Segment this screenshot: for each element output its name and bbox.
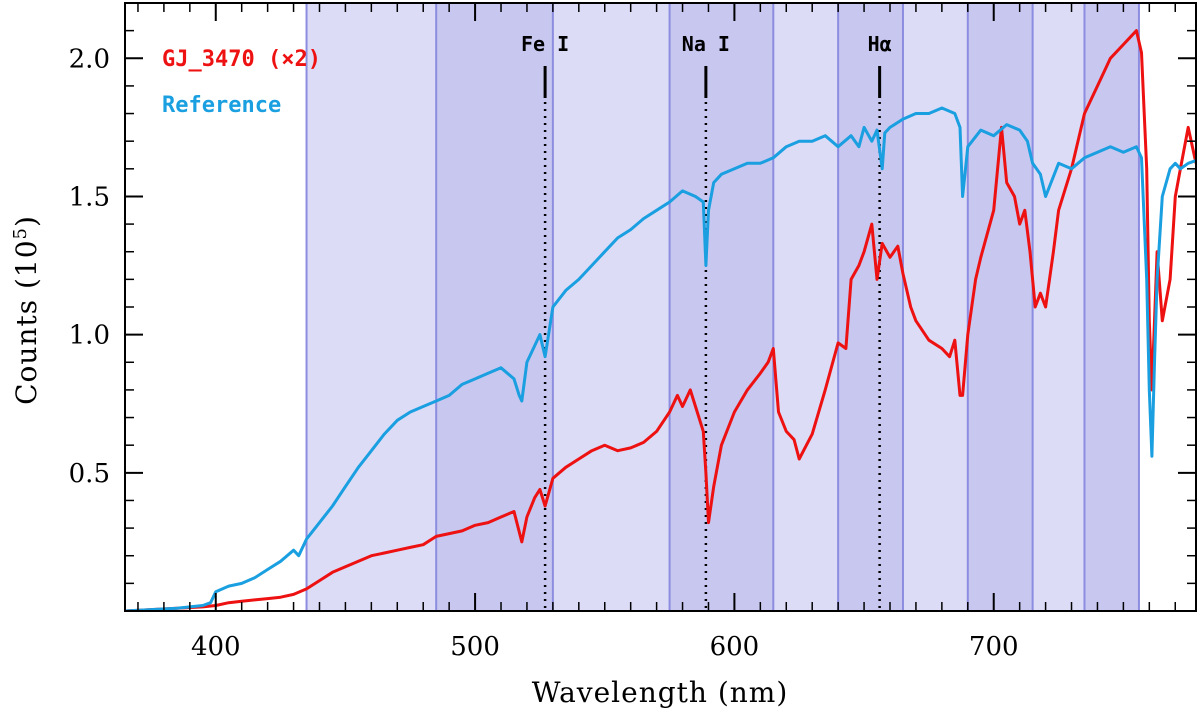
x-tick-label-1: 500 bbox=[450, 632, 500, 662]
band-0 bbox=[306, 3, 437, 611]
legend-entry-0: GJ_3470 (×2) bbox=[162, 47, 321, 72]
band-6 bbox=[902, 3, 968, 611]
band-8 bbox=[1032, 3, 1085, 611]
shaded-bands bbox=[305, 3, 1140, 611]
x-tick-label-2: 600 bbox=[710, 632, 760, 662]
legend: GJ_3470 (×2) Reference bbox=[162, 47, 321, 118]
series-line-0 bbox=[125, 29, 1196, 611]
x-axis-title: Wavelength (nm) bbox=[532, 676, 789, 709]
band-1 bbox=[436, 3, 553, 611]
band-3 bbox=[669, 3, 774, 611]
y-axis-title-main: Counts (10 bbox=[10, 239, 43, 404]
spectral-line-markers: Fe I Na I Hα bbox=[521, 32, 892, 611]
y-tick-label-3: 2.0 bbox=[69, 44, 110, 74]
spectral-line-label-2: Hα bbox=[868, 32, 892, 56]
y-tick-label-2: 1.5 bbox=[69, 182, 110, 212]
y-axis-title-close: ) bbox=[10, 215, 43, 227]
axis-ticks: 400 500 600 700 0.5 1.0 1.5 2.0 bbox=[69, 3, 1196, 662]
series-line-1 bbox=[125, 106, 1196, 611]
legend-entry-1: Reference bbox=[162, 93, 281, 118]
x-tick-label-0: 400 bbox=[191, 632, 241, 662]
band-7 bbox=[967, 3, 1033, 611]
y-tick-label-0: 0.5 bbox=[69, 459, 110, 489]
y-tick-label-1: 1.0 bbox=[69, 321, 110, 351]
band-4 bbox=[773, 3, 839, 611]
series-lines bbox=[125, 29, 1196, 611]
y-axis-title: Counts (105) bbox=[10, 215, 43, 405]
x-tick-label-3: 700 bbox=[969, 632, 1019, 662]
spectral-line-label-0: Fe I bbox=[521, 32, 569, 56]
band-2 bbox=[552, 3, 670, 611]
spectral-line-label-1: Na I bbox=[682, 32, 730, 56]
y-axis-title-exponent: 5 bbox=[10, 227, 31, 239]
band-9 bbox=[1084, 3, 1139, 611]
